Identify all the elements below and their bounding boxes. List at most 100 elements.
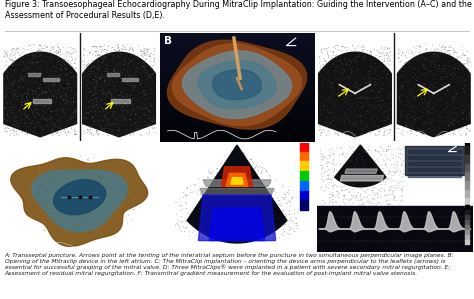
Point — [67, 117, 74, 121]
Point — [263, 187, 270, 192]
Point — [37, 48, 45, 53]
Point — [384, 72, 392, 77]
Point — [81, 110, 88, 115]
Point — [425, 120, 432, 125]
Point — [94, 121, 101, 126]
Point — [62, 91, 69, 96]
Point — [108, 71, 116, 75]
Point — [80, 131, 87, 135]
Point — [125, 192, 133, 197]
Point — [147, 116, 155, 121]
Point — [373, 191, 380, 196]
Point — [117, 76, 124, 81]
Point — [101, 58, 109, 63]
Point — [148, 90, 155, 95]
Point — [385, 202, 393, 207]
Point — [334, 131, 341, 136]
Point — [343, 110, 350, 115]
Point — [380, 63, 388, 68]
Point — [103, 102, 110, 107]
Point — [93, 179, 100, 184]
Point — [42, 210, 49, 215]
Point — [345, 62, 352, 67]
Point — [440, 120, 447, 125]
Point — [390, 168, 398, 173]
Point — [397, 74, 405, 78]
Point — [127, 83, 134, 88]
Point — [57, 222, 64, 227]
Point — [17, 82, 24, 87]
Point — [118, 71, 126, 75]
Point — [343, 104, 351, 109]
Point — [418, 108, 425, 113]
Point — [367, 108, 374, 113]
Point — [385, 169, 392, 174]
Point — [84, 112, 92, 117]
Point — [5, 105, 13, 110]
Point — [342, 54, 349, 59]
Point — [425, 57, 432, 62]
Point — [122, 103, 129, 108]
Point — [46, 119, 54, 124]
Point — [8, 51, 15, 56]
Point — [277, 203, 285, 208]
Point — [421, 96, 428, 101]
Point — [108, 173, 116, 177]
Point — [375, 121, 383, 126]
Point — [43, 213, 51, 218]
Point — [453, 74, 461, 78]
Point — [352, 170, 359, 175]
Point — [212, 212, 220, 217]
Point — [104, 158, 111, 163]
Point — [151, 122, 159, 127]
Point — [426, 123, 434, 128]
Point — [427, 129, 434, 134]
Point — [408, 129, 415, 134]
Point — [377, 64, 385, 69]
Point — [359, 86, 367, 90]
Point — [128, 102, 136, 106]
Point — [438, 110, 446, 115]
Point — [120, 110, 128, 115]
Point — [114, 54, 121, 58]
Point — [98, 159, 105, 164]
Point — [346, 94, 354, 99]
Point — [134, 53, 142, 58]
Point — [382, 119, 389, 124]
Point — [72, 109, 80, 114]
Point — [151, 93, 159, 98]
Point — [105, 89, 113, 93]
Point — [94, 129, 101, 133]
Point — [374, 103, 382, 107]
Point — [115, 93, 122, 98]
Point — [92, 162, 100, 167]
Point — [323, 62, 330, 67]
Point — [397, 223, 404, 228]
Point — [115, 132, 123, 137]
Point — [277, 221, 284, 226]
Point — [362, 239, 370, 244]
Point — [99, 91, 106, 96]
Point — [368, 88, 375, 93]
Point — [336, 60, 344, 64]
Point — [363, 228, 370, 233]
Point — [435, 113, 443, 118]
Point — [189, 190, 197, 194]
Polygon shape — [221, 167, 253, 186]
Point — [94, 68, 101, 73]
Point — [134, 124, 141, 129]
Point — [461, 130, 469, 135]
Point — [67, 86, 75, 91]
Point — [85, 69, 93, 74]
Point — [234, 190, 242, 195]
Point — [13, 126, 20, 130]
Point — [31, 121, 38, 126]
Point — [458, 227, 465, 231]
Point — [204, 175, 212, 180]
Point — [117, 100, 124, 105]
Point — [372, 61, 379, 66]
Point — [70, 74, 77, 79]
Point — [261, 204, 268, 209]
Point — [385, 168, 393, 173]
Point — [114, 88, 121, 93]
